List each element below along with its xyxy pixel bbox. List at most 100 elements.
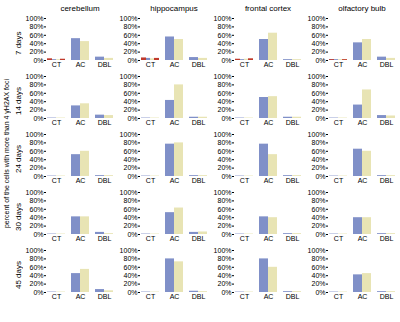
svg-text:60%: 60% [311,90,325,97]
svg-text:80%: 80% [217,197,231,204]
svg-text:80%: 80% [217,23,231,30]
svg-text:80%: 80% [123,255,137,262]
svg-text:100%: 100% [308,73,326,80]
svg-text:CT: CT [240,293,250,300]
svg-text:80%: 80% [29,197,43,204]
svg-text:0%: 0% [127,57,137,64]
svg-text:AC: AC [170,235,180,242]
svg-text:20%: 20% [29,164,43,171]
svg-text:DBL: DBL [286,61,300,68]
svg-text:0%: 0% [315,289,325,296]
svg-text:20%: 20% [29,48,43,55]
svg-text:DBL: DBL [192,235,206,242]
svg-text:20%: 20% [29,222,43,229]
svg-text:100%: 100% [214,247,232,254]
svg-text:80%: 80% [123,81,137,88]
svg-text:0%: 0% [33,115,43,122]
svg-text:60%: 60% [311,148,325,155]
svg-text:40%: 40% [123,156,137,163]
svg-text:0%: 0% [221,115,231,122]
svg-text:100%: 100% [26,73,44,80]
svg-text:100%: 100% [120,15,138,22]
svg-text:CT: CT [334,293,344,300]
svg-text:100%: 100% [26,247,44,254]
svg-text:DBL: DBL [380,61,394,68]
svg-text:AC: AC [358,119,368,126]
svg-text:100%: 100% [120,131,138,138]
svg-text:80%: 80% [217,255,231,262]
svg-text:AC: AC [264,293,274,300]
svg-text:40%: 40% [311,40,325,47]
svg-text:80%: 80% [29,23,43,30]
svg-text:CT: CT [146,293,156,300]
svg-text:40%: 40% [123,40,137,47]
svg-text:40%: 40% [217,272,231,279]
svg-text:60%: 60% [311,32,325,39]
svg-text:CT: CT [334,119,344,126]
svg-text:100%: 100% [120,73,138,80]
svg-text:DBL: DBL [380,177,394,184]
svg-text:0%: 0% [221,57,231,64]
svg-text:60%: 60% [217,32,231,39]
svg-text:40%: 40% [311,156,325,163]
svg-text:20%: 20% [217,106,231,113]
svg-text:40%: 40% [217,98,231,105]
svg-text:DBL: DBL [192,293,206,300]
svg-text:80%: 80% [217,139,231,146]
svg-text:40%: 40% [217,156,231,163]
svg-text:80%: 80% [311,23,325,30]
svg-text:DBL: DBL [98,177,112,184]
svg-text:DBL: DBL [98,61,112,68]
svg-text:CT: CT [146,177,156,184]
svg-text:40%: 40% [29,214,43,221]
svg-text:80%: 80% [311,255,325,262]
svg-text:20%: 20% [123,164,137,171]
svg-text:DBL: DBL [98,293,112,300]
svg-text:60%: 60% [29,148,43,155]
svg-text:CT: CT [334,235,344,242]
svg-text:60%: 60% [29,32,43,39]
svg-text:100%: 100% [308,247,326,254]
svg-text:CT: CT [240,177,250,184]
svg-text:20%: 20% [311,164,325,171]
svg-text:60%: 60% [123,90,137,97]
svg-text:100%: 100% [214,15,232,22]
svg-text:AC: AC [76,235,86,242]
svg-text:DBL: DBL [98,119,112,126]
svg-text:40%: 40% [311,214,325,221]
svg-text:100%: 100% [308,15,326,22]
svg-text:DBL: DBL [380,235,394,242]
svg-text:AC: AC [170,61,180,68]
svg-text:100%: 100% [26,189,44,196]
svg-text:40%: 40% [217,214,231,221]
svg-text:0%: 0% [221,231,231,238]
svg-text:40%: 40% [217,40,231,47]
svg-text:100%: 100% [308,189,326,196]
svg-text:40%: 40% [311,272,325,279]
svg-text:0%: 0% [33,173,43,180]
svg-text:20%: 20% [217,280,231,287]
svg-text:20%: 20% [217,222,231,229]
svg-text:CT: CT [52,61,62,68]
svg-text:40%: 40% [123,272,137,279]
svg-text:AC: AC [264,177,274,184]
svg-text:DBL: DBL [98,235,112,242]
svg-text:20%: 20% [29,106,43,113]
svg-text:80%: 80% [29,81,43,88]
svg-text:AC: AC [264,235,274,242]
svg-text:20%: 20% [123,280,137,287]
svg-text:AC: AC [358,293,368,300]
svg-text:CT: CT [52,235,62,242]
svg-text:80%: 80% [29,139,43,146]
svg-text:AC: AC [264,119,274,126]
svg-text:CT: CT [52,293,62,300]
svg-text:100%: 100% [26,15,44,22]
svg-text:AC: AC [76,177,86,184]
svg-text:20%: 20% [311,48,325,55]
svg-text:0%: 0% [221,173,231,180]
svg-text:AC: AC [76,119,86,126]
svg-text:CT: CT [240,61,250,68]
svg-text:100%: 100% [308,131,326,138]
svg-text:80%: 80% [123,139,137,146]
svg-text:AC: AC [170,177,180,184]
